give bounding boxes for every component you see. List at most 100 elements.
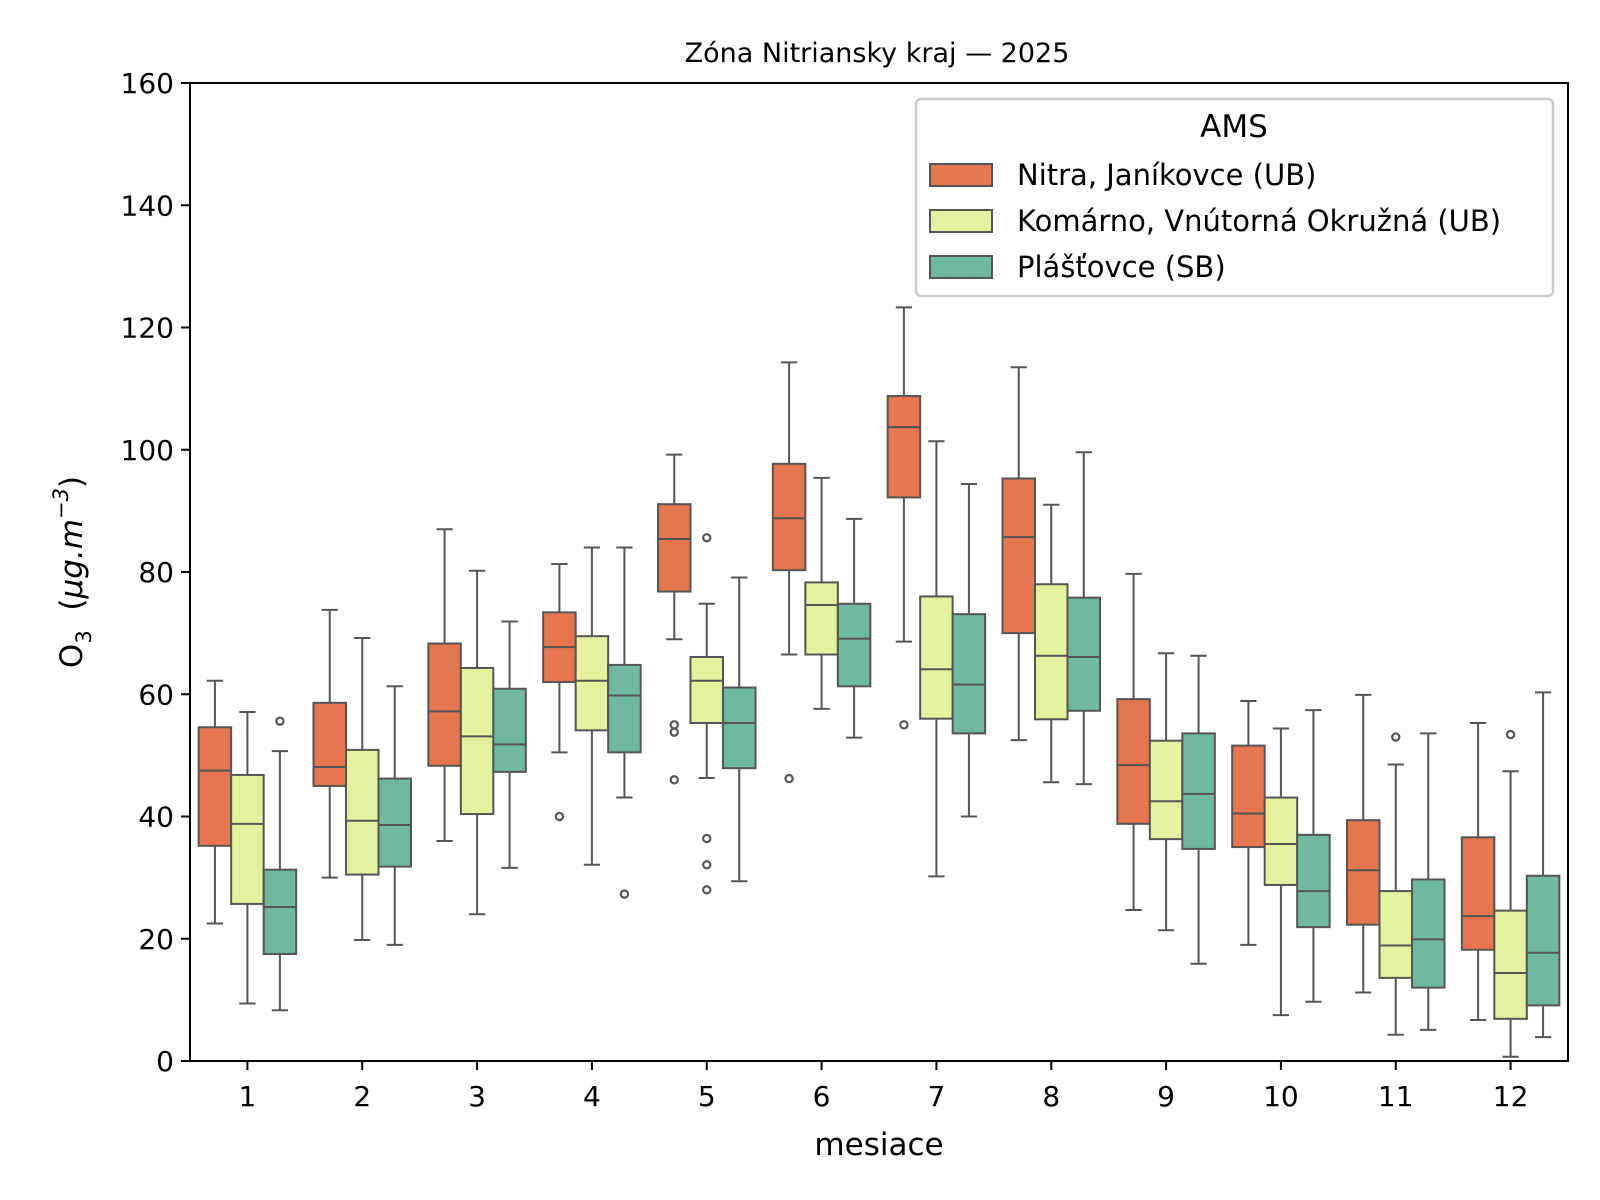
box-iqr xyxy=(1493,909,1528,1020)
legend-items: Nitra, Janíkovce (UB) Komárno, Vnútorná O… xyxy=(929,158,1501,284)
box-2-month-7 xyxy=(919,440,954,878)
outlier-point xyxy=(669,775,679,785)
box-iqr xyxy=(1346,819,1381,926)
box-2-month-4 xyxy=(574,546,610,866)
box-3-month-1 xyxy=(262,716,298,1012)
box-2-month-12 xyxy=(1493,729,1528,1058)
box-3-month-7 xyxy=(951,482,987,818)
outlier-point xyxy=(619,889,630,899)
box-iqr xyxy=(1116,698,1151,825)
box-iqr xyxy=(1378,890,1413,979)
box-1-month-9 xyxy=(1116,572,1151,912)
legend-item-2: Komárno, Vnútorná Okružná (UB) xyxy=(929,204,1501,238)
outlier-point xyxy=(702,833,712,844)
y-tick-label: 140 xyxy=(121,189,174,222)
box-1-month-5 xyxy=(657,453,692,785)
x-tick-label: 2 xyxy=(353,1080,371,1113)
y-tick-label: 0 xyxy=(156,1045,174,1078)
box-3-month-10 xyxy=(1296,709,1331,1003)
y-axis-label-open: ( xyxy=(54,598,90,630)
x-tick-label: 7 xyxy=(928,1080,946,1113)
box-iqr xyxy=(1231,744,1266,849)
box-3-month-2 xyxy=(377,685,412,946)
legend-label: Nitra, Janíkovce (UB) xyxy=(1017,158,1316,192)
box-iqr xyxy=(919,595,954,720)
y-axis-label: O3 (μg.m−3) xyxy=(49,476,96,668)
x-axis: 1 2 3 4 5 6 7 8 9 10 11 12 xyxy=(239,1061,1528,1113)
y-axis-label-sub: 3 xyxy=(72,630,96,643)
box-2-month-5 xyxy=(689,533,724,895)
box-1-month-2 xyxy=(312,608,347,879)
legend-swatch xyxy=(929,209,993,233)
outlier-point xyxy=(702,533,712,543)
box-2-month-11 xyxy=(1378,732,1413,1036)
box-3-month-8 xyxy=(1066,451,1101,786)
box-iqr xyxy=(1296,833,1331,929)
x-tick-label: 4 xyxy=(583,1080,601,1113)
box-iqr xyxy=(1525,874,1561,1007)
legend-label: Komárno, Vnútorná Okružná (UB) xyxy=(1017,204,1501,238)
box-iqr xyxy=(886,394,922,499)
box-3-month-4 xyxy=(607,546,642,899)
box-iqr xyxy=(1066,596,1101,712)
box-1-month-7 xyxy=(886,306,922,730)
box-3-month-5 xyxy=(722,576,757,883)
x-tick-label: 10 xyxy=(1263,1080,1299,1113)
x-tick-label: 8 xyxy=(1042,1080,1060,1113)
box-2-month-2 xyxy=(345,637,380,941)
y-axis-label-base: O xyxy=(54,644,90,668)
y-tick-label: 80 xyxy=(138,556,174,589)
box-1-month-3 xyxy=(427,528,462,842)
outlier-point xyxy=(899,720,909,730)
box-1-month-10 xyxy=(1231,699,1266,946)
y-axis-label-unit: μg.m xyxy=(54,519,90,599)
outlier-point xyxy=(784,773,794,784)
box-2-month-3 xyxy=(459,569,495,916)
outlier-point xyxy=(554,811,565,822)
y-tick-label: 160 xyxy=(121,67,174,100)
box-iqr xyxy=(377,777,412,868)
box-iqr xyxy=(459,666,495,816)
box-iqr xyxy=(427,642,462,767)
x-tick-label: 1 xyxy=(239,1080,257,1113)
y-tick-label: 20 xyxy=(138,923,174,956)
box-3-month-12 xyxy=(1525,691,1561,1039)
box-iqr xyxy=(230,773,265,905)
box-iqr xyxy=(574,635,610,732)
box-iqr xyxy=(262,868,298,956)
box-3-month-9 xyxy=(1181,654,1216,965)
legend: AMS Nitra, Janíkovce (UB) Komárno, Vnútor… xyxy=(914,97,1555,298)
box-2-month-9 xyxy=(1148,652,1184,932)
x-tick-label: 5 xyxy=(698,1080,716,1113)
box-iqr xyxy=(1263,796,1299,886)
box-iqr xyxy=(1411,878,1446,989)
box-2-month-10 xyxy=(1263,727,1299,1017)
outlier-point xyxy=(669,720,679,730)
box-1-month-12 xyxy=(1460,721,1496,1022)
box-iqr xyxy=(804,581,839,656)
x-tick-label: 6 xyxy=(813,1080,831,1113)
box-1-month-1 xyxy=(197,679,233,925)
box-iqr xyxy=(492,687,527,773)
y-axis-label-sup: −3 xyxy=(49,488,73,519)
box-iqr xyxy=(1181,732,1216,850)
outlier-point xyxy=(1505,729,1516,740)
box-2-month-8 xyxy=(1034,503,1069,784)
box-iqr xyxy=(722,686,757,770)
box-iqr xyxy=(607,663,642,754)
plot-area xyxy=(189,82,1569,1062)
box-1-month-11 xyxy=(1346,693,1381,994)
box-3-month-6 xyxy=(836,517,872,739)
box-3-month-3 xyxy=(492,620,527,869)
box-groups xyxy=(197,306,1561,1058)
box-iqr xyxy=(771,462,807,572)
box-1-month-4 xyxy=(542,563,577,822)
x-tick-label: 9 xyxy=(1157,1080,1175,1113)
box-iqr xyxy=(1460,836,1496,951)
y-tick-label: 40 xyxy=(138,801,174,834)
legend-title: AMS xyxy=(1200,109,1268,145)
box-iqr xyxy=(1001,477,1036,635)
x-tick-label: 3 xyxy=(468,1080,486,1113)
legend-swatch xyxy=(929,255,993,279)
